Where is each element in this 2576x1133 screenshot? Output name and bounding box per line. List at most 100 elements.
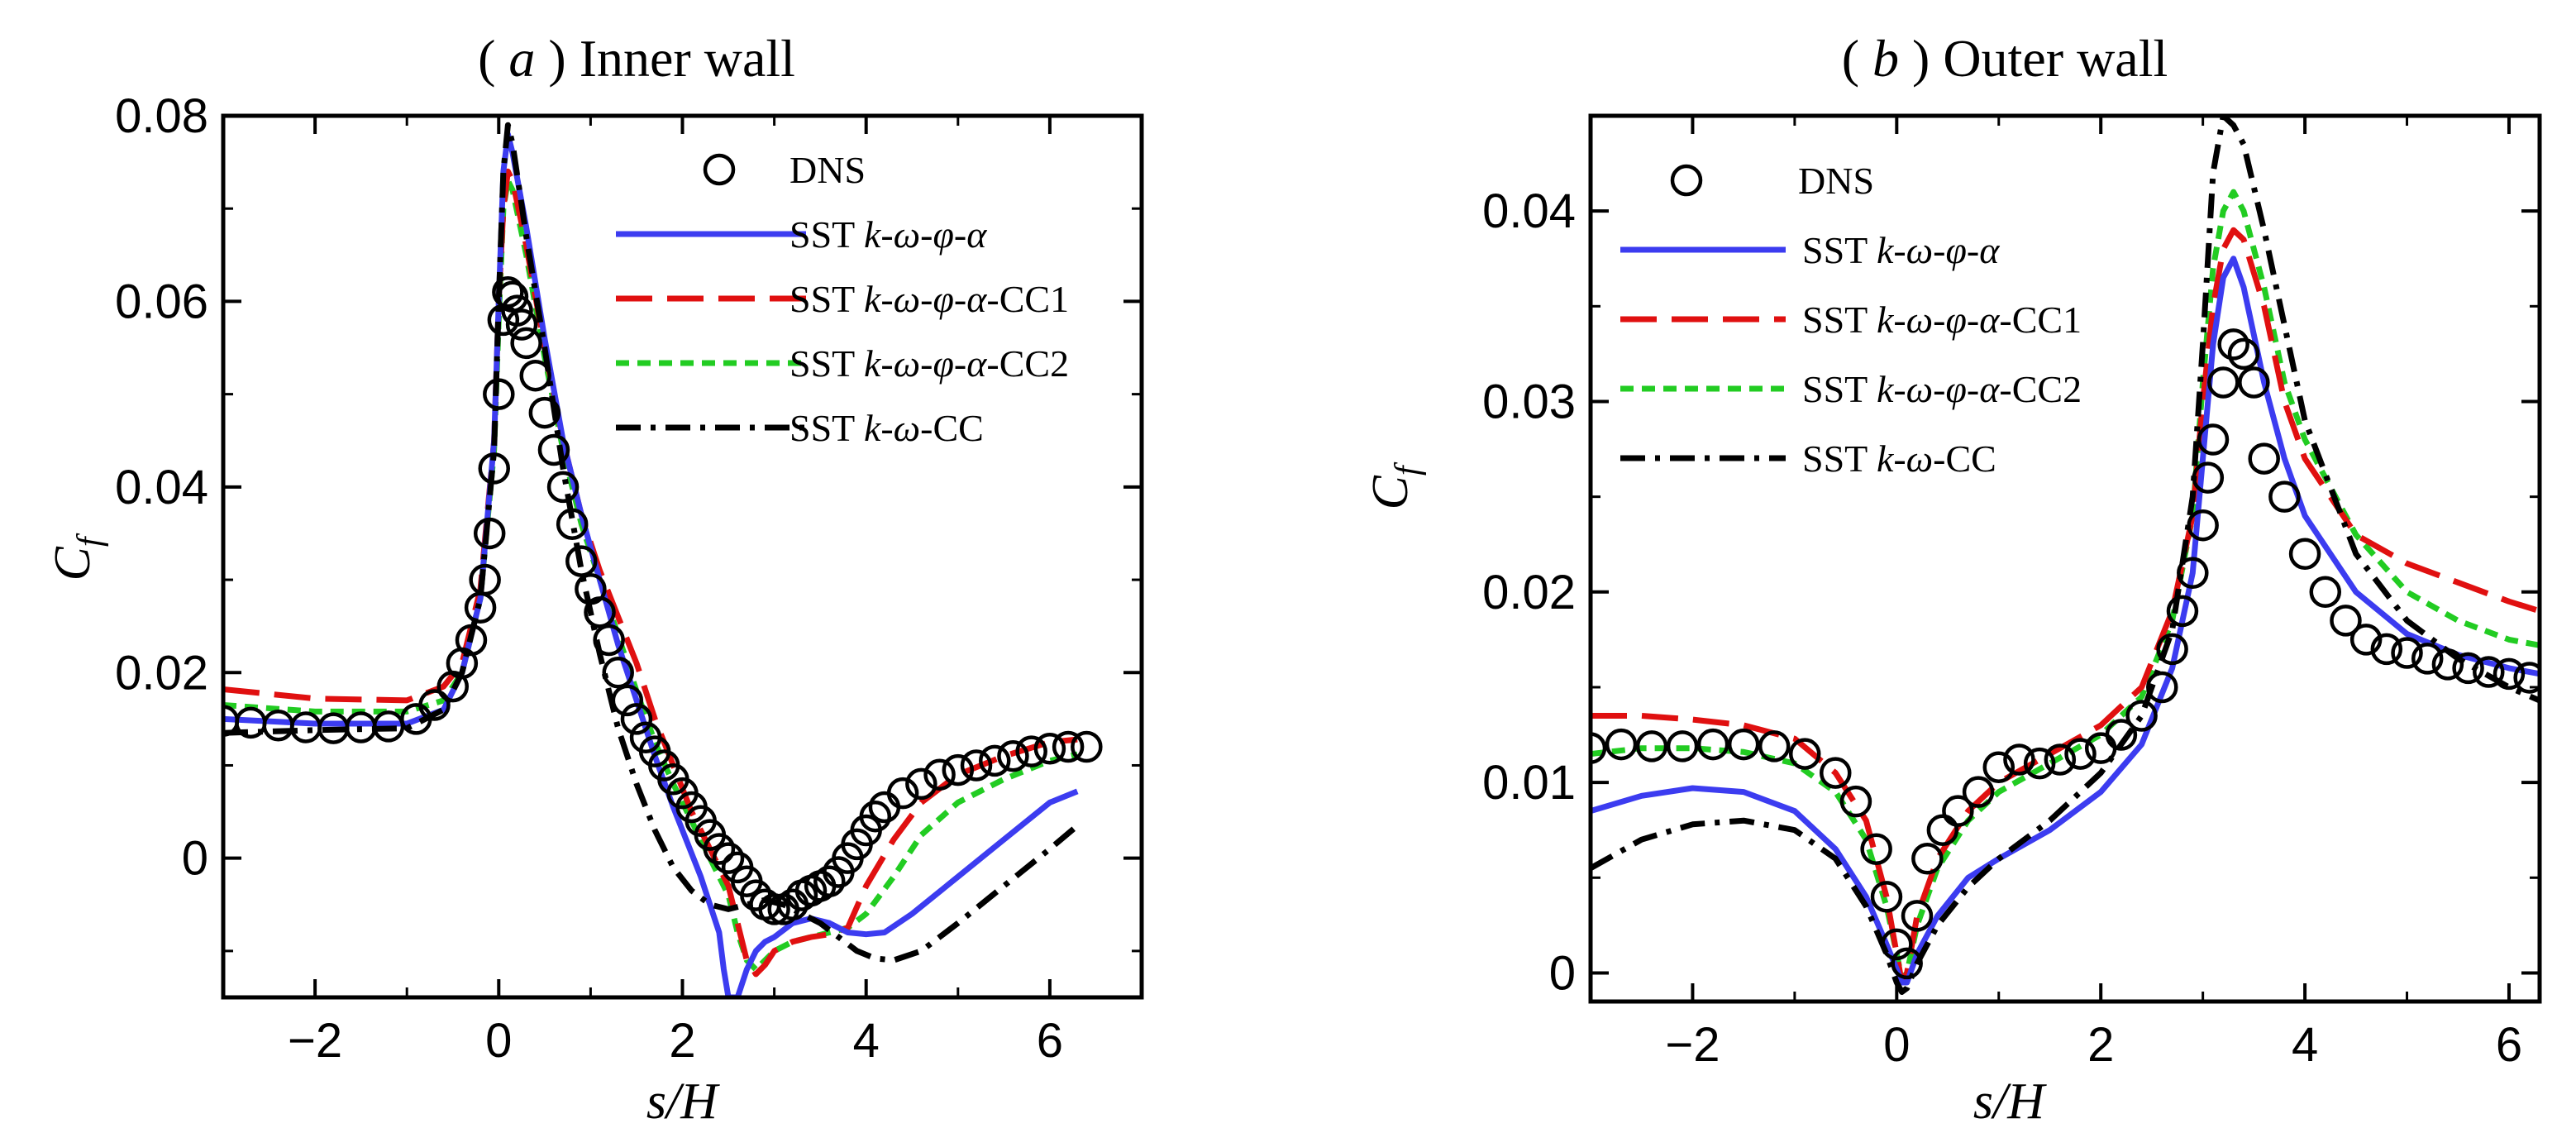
series-line-sst_a bbox=[1591, 256, 2540, 986]
dns-marker bbox=[2064, 738, 2097, 770]
x-tick-label: −2 bbox=[1665, 1018, 1720, 1072]
dns-marker bbox=[2431, 648, 2464, 681]
dns-marker bbox=[262, 709, 294, 742]
dns-marker bbox=[505, 308, 538, 341]
panel-a-frame bbox=[221, 113, 1144, 1000]
dns-marker bbox=[758, 893, 790, 925]
dns-marker bbox=[1962, 776, 1995, 808]
dns-marker bbox=[1591, 732, 1607, 764]
dns-marker bbox=[1820, 757, 1852, 789]
dns-marker bbox=[2187, 509, 2219, 542]
y-tick-label: 0.02 bbox=[115, 646, 208, 700]
y-tick-label: 0 bbox=[182, 832, 208, 886]
dns-marker bbox=[2177, 557, 2209, 590]
dns-marker bbox=[2288, 538, 2321, 570]
dns-marker bbox=[2309, 576, 2342, 609]
panel-a-title: ( a ) Inner wall bbox=[478, 29, 795, 88]
dns-marker bbox=[2370, 633, 2403, 666]
dns-marker bbox=[611, 684, 644, 717]
panel-inner-wall: ( a ) Inner wall DNS SST k-ω-φ-α SST k-ω-φ… bbox=[45, 29, 1144, 1130]
dns-marker bbox=[2411, 643, 2444, 675]
dns-marker bbox=[813, 865, 846, 897]
dns-marker bbox=[2349, 624, 2383, 656]
dns-marker bbox=[620, 703, 653, 735]
dns-marker bbox=[905, 767, 937, 801]
dns-marker bbox=[703, 833, 736, 865]
dns-marker bbox=[584, 596, 616, 629]
legend-dns-marker bbox=[1670, 164, 1703, 197]
legend-label-cc: SST k-ω-CC bbox=[1802, 437, 1996, 480]
dns-marker bbox=[2391, 637, 2423, 669]
series-line-cc1 bbox=[1591, 227, 2540, 986]
dns-marker bbox=[712, 842, 745, 874]
dns-marker bbox=[2084, 732, 2117, 764]
y-tick-label: 0.04 bbox=[115, 461, 208, 514]
dns-marker bbox=[289, 711, 322, 743]
series-line-cc bbox=[1591, 116, 2540, 995]
x-tick-label: 0 bbox=[1883, 1018, 1910, 1072]
dns-marker bbox=[1727, 728, 1760, 761]
series-line-cc bbox=[223, 122, 1080, 963]
panel-a-axes: −2 0 2 4 6 0 0.02 0.04 0.06 0.08 bbox=[115, 89, 1143, 1068]
dns-marker bbox=[2125, 700, 2158, 732]
legend-label-sst_a: SST k-ω-φ-α bbox=[1802, 229, 2000, 271]
dns-marker bbox=[546, 471, 580, 504]
dns-marker bbox=[2044, 743, 2077, 776]
legend-label-cc: SST k-ω-CC bbox=[789, 407, 984, 449]
x-tick-label: 6 bbox=[1037, 1014, 1063, 1068]
dns-marker bbox=[2473, 656, 2505, 688]
legend-label-cc2: SST k-ω-φ-α-CC2 bbox=[789, 342, 1069, 385]
dns-marker bbox=[2217, 328, 2249, 361]
x-tick-label: 2 bbox=[669, 1014, 695, 1068]
dns-marker bbox=[960, 749, 993, 782]
x-tick-label: 2 bbox=[2087, 1018, 2114, 1072]
series-line-cc2 bbox=[1591, 189, 2540, 982]
dns-marker bbox=[942, 753, 975, 786]
panel-b-xlabel: s/H bbox=[1973, 1073, 2047, 1130]
panel-b-axes: −2 0 2 4 6 0 0.01 0.02 0.03 0.04 bbox=[1482, 114, 2540, 1072]
dns-marker bbox=[2513, 662, 2540, 694]
y-tick-label: 0.08 bbox=[115, 89, 208, 143]
dns-marker bbox=[1696, 728, 1729, 761]
dns-marker bbox=[2166, 595, 2199, 628]
dns-marker bbox=[1901, 900, 1934, 932]
y-tick-label: 0.03 bbox=[1482, 375, 1576, 428]
dns-marker bbox=[1942, 795, 1974, 827]
dns-marker bbox=[2227, 337, 2260, 370]
dns-marker bbox=[537, 433, 570, 466]
y-tick-label: 0 bbox=[1549, 946, 1576, 1000]
panel-outer-wall: ( b ) Outer wall DNS SST k-ω-φ-α SST k-ω-φ… bbox=[1362, 29, 2542, 1130]
dns-marker bbox=[923, 758, 956, 791]
legend-label-cc2: SST k-ω-φ-α-CC2 bbox=[1802, 368, 2082, 410]
dns-marker bbox=[528, 396, 561, 429]
dns-marker bbox=[565, 545, 598, 577]
dns-marker bbox=[1666, 730, 1699, 763]
dns-marker bbox=[1926, 814, 1959, 846]
dns-marker bbox=[2146, 671, 2178, 704]
legend-dns-marker bbox=[703, 153, 736, 186]
dns-marker bbox=[469, 563, 501, 596]
y-tick-label: 0.06 bbox=[115, 275, 208, 328]
dns-marker bbox=[859, 800, 892, 833]
legend-label-cc1: SST k-ω-φ-α-CC1 bbox=[789, 278, 1069, 320]
dns-marker bbox=[1891, 947, 1923, 980]
dns-marker bbox=[478, 452, 510, 485]
dns-marker bbox=[2003, 743, 2035, 776]
legend-label-dns: DNS bbox=[1798, 160, 1874, 202]
legend-label-dns: DNS bbox=[789, 149, 866, 191]
dns-marker bbox=[556, 508, 589, 540]
series-line-sst_a bbox=[223, 131, 1079, 997]
dns-marker bbox=[1033, 733, 1066, 765]
dns-marker bbox=[2268, 480, 2301, 513]
panel-b-ylabel: Cf bbox=[1362, 461, 1427, 509]
dns-marker bbox=[1839, 785, 1872, 818]
dns-marker bbox=[593, 624, 625, 657]
y-tick-label: 0.01 bbox=[1482, 756, 1576, 810]
legend-label-cc1: SST k-ω-φ-α-CC1 bbox=[1802, 299, 2082, 341]
dns-marker bbox=[501, 294, 533, 327]
dns-marker bbox=[492, 275, 524, 308]
dns-marker bbox=[1860, 833, 1892, 865]
dns-marker bbox=[2207, 366, 2240, 399]
dns-marker bbox=[1758, 730, 1791, 763]
dns-marker bbox=[2197, 423, 2230, 456]
